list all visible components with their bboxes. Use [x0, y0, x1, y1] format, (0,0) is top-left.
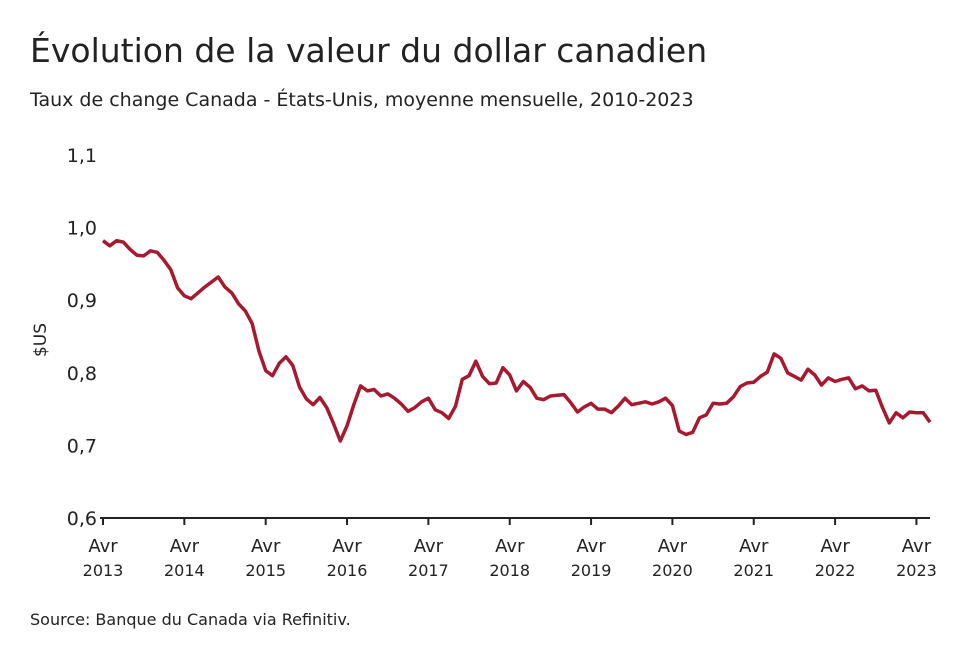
y-tick-label: 0,9: [67, 290, 97, 312]
source: Source: Banque du Canada via Refinitiv.: [30, 610, 351, 629]
x-tick-label: Avr 2018: [489, 536, 530, 580]
x-tick-label: Avr 2022: [815, 536, 856, 580]
x-tick-label: Avr 2013: [83, 536, 124, 580]
y-tick-label: 1,1: [67, 145, 97, 167]
x-tick-label: Avr 2023: [896, 536, 937, 580]
y-tick-label: 1,0: [67, 218, 97, 240]
x-tick-label: Avr 2015: [245, 536, 286, 580]
chart-title: Évolution de la valeur du dollar canadie…: [30, 30, 707, 70]
y-tick-label: 0,6: [67, 508, 97, 530]
data-line: [101, 238, 932, 443]
x-tick-label: Avr 2016: [327, 536, 368, 580]
x-tick-label: Avr 2020: [652, 536, 693, 580]
y-tick-label: 0,7: [67, 435, 97, 457]
x-tick-label: Avr 2019: [571, 536, 612, 580]
chart-subtitle: Taux de change Canada - États-Unis, moye…: [29, 88, 694, 111]
x-tick-label: Avr 2017: [408, 536, 449, 580]
y-axis-label: $US: [31, 323, 51, 357]
x-tick-label: Avr 2014: [164, 536, 205, 580]
x-tick-label: Avr 2021: [733, 536, 774, 580]
y-tick-label: 0,8: [67, 363, 97, 385]
